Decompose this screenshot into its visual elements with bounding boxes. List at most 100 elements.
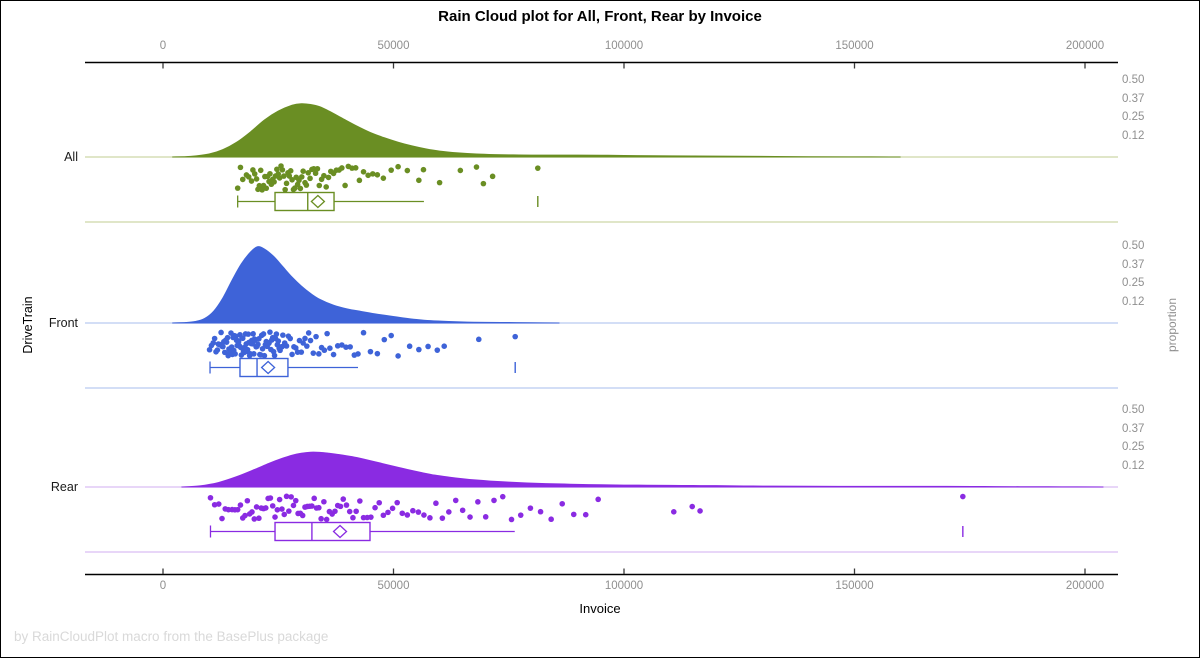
- mean-diamond-front: [260, 360, 276, 375]
- scatter-dot-front: [316, 351, 322, 357]
- scatter-dot-all: [457, 167, 464, 174]
- scatter-dot-all: [339, 165, 345, 171]
- scatter-dot-front: [261, 352, 268, 359]
- proportion-tick-label: 0.12: [1122, 129, 1145, 142]
- scatter-dot-all: [404, 167, 411, 174]
- scatter-dot-rear: [689, 503, 696, 510]
- scatter-dot-front: [259, 345, 266, 352]
- scatter-dot-rear: [343, 502, 350, 508]
- proportion-tick-label: 0.37: [1122, 258, 1145, 271]
- x-axis-label: Invoice: [579, 601, 621, 616]
- scatter-dot-front: [434, 347, 441, 353]
- scatter-dot-front: [324, 330, 330, 337]
- scatter-dot-rear: [368, 514, 374, 520]
- scatter-dot-rear: [321, 498, 327, 505]
- scatter-dot-rear: [508, 516, 515, 523]
- scatter-dot-front: [374, 350, 381, 357]
- bottom-x-tick-label: 150000: [835, 580, 874, 592]
- scatter-dot-all: [321, 172, 327, 179]
- box-rear: [274, 521, 371, 542]
- scatter-dot-front: [381, 336, 388, 343]
- scatter-dot-rear: [207, 494, 214, 501]
- scatter-dot-front: [245, 331, 252, 337]
- scatter-dot-all: [360, 168, 367, 175]
- scatter-dot-all: [323, 184, 329, 190]
- scatter-dot-rear: [459, 507, 466, 514]
- scatter-dot-rear: [311, 495, 318, 502]
- scatter-dot-front: [273, 331, 280, 337]
- scatter-dot-front: [355, 351, 361, 357]
- scatter-dot-rear: [332, 508, 338, 515]
- group-label-rear: Rear: [50, 480, 78, 494]
- scatter-dot-front: [360, 329, 367, 336]
- scatter-dot-rear: [380, 512, 387, 519]
- scatter-dot-all: [251, 171, 258, 177]
- proportion-tick-label: 0.50: [1122, 240, 1145, 252]
- scatter-dot-rear: [350, 514, 356, 521]
- scatter-dot-front: [251, 351, 257, 357]
- scatter-dot-all: [282, 186, 288, 193]
- scatter-dot-front: [221, 349, 228, 356]
- scatter-dot-rear: [548, 516, 554, 523]
- scatter-dot-all: [303, 182, 310, 188]
- scatter-dot-rear: [404, 512, 411, 518]
- scatter-dot-rear: [385, 509, 391, 516]
- proportion-tick-label: 0.25: [1122, 277, 1145, 289]
- scatter-dot-front: [244, 346, 251, 353]
- scatter-dot-front: [223, 339, 230, 345]
- scatter-dot-front: [321, 347, 328, 354]
- scatter-dot-all: [436, 179, 443, 186]
- y2-axis-label-proportion: proportion: [1165, 297, 1179, 353]
- scatter-dot-front: [239, 335, 246, 342]
- scatter-dot-front: [305, 330, 312, 336]
- scatter-dot-all: [256, 182, 263, 189]
- scatter-dot-all: [274, 166, 280, 173]
- scatter-dot-all: [395, 163, 401, 170]
- scatter-dot-front: [292, 345, 299, 351]
- scatter-dot-front: [287, 335, 294, 342]
- scatter-dot-rear: [452, 497, 459, 504]
- scatter-dot-rear: [376, 499, 383, 506]
- scatter-dot-rear: [670, 508, 677, 515]
- scatter-dot-all: [316, 182, 323, 189]
- scatter-dot-rear: [353, 508, 359, 515]
- scatter-dot-rear: [394, 499, 400, 506]
- scatter-dot-rear: [269, 503, 276, 509]
- scatter-dot-rear: [290, 502, 297, 509]
- scatter-dot-rear: [372, 504, 378, 511]
- bottom-x-tick-label: 100000: [604, 580, 644, 592]
- scatter-dot-front: [211, 335, 218, 342]
- scatter-dot-rear: [570, 511, 577, 518]
- scatter-dot-all: [416, 177, 422, 184]
- scatter-dot-rear: [292, 497, 299, 504]
- scatter-dot-front: [406, 343, 413, 350]
- proportion-tick-label: 0.37: [1122, 422, 1145, 435]
- scatter-dot-front: [416, 346, 422, 353]
- scatter-dot-rear: [234, 506, 241, 513]
- scatter-dot-front: [425, 343, 431, 350]
- top-x-tick-label: 150000: [835, 40, 874, 52]
- scatter-dot-front: [327, 345, 333, 351]
- scatter-dot-front: [343, 344, 349, 350]
- scatter-dot-front: [441, 343, 448, 350]
- scatter-dot-rear: [346, 508, 353, 515]
- scatter-dot-all: [388, 167, 394, 173]
- scatter-dot-all: [253, 176, 260, 182]
- scatter-dot-rear: [318, 515, 324, 522]
- scatter-dot-all: [342, 182, 348, 189]
- scatter-dot-rear: [242, 512, 248, 519]
- scatter-dot-rear: [274, 507, 281, 513]
- scatter-dot-rear: [263, 505, 269, 511]
- scatter-dot-front: [280, 332, 286, 338]
- scatter-dot-all: [325, 174, 332, 181]
- scatter-dot-rear: [237, 502, 244, 508]
- scatter-dot-all: [283, 180, 290, 187]
- scatter-dot-rear: [421, 512, 427, 518]
- scatter-dot-all: [480, 180, 487, 187]
- scatter-dot-rear: [595, 496, 601, 503]
- scatter-dot-rear: [279, 506, 285, 512]
- proportion-tick-label: 0.25: [1122, 111, 1145, 123]
- scatter-dot-front: [512, 333, 519, 340]
- scatter-dot-rear: [299, 512, 306, 519]
- mean-diamond-rear: [332, 524, 348, 539]
